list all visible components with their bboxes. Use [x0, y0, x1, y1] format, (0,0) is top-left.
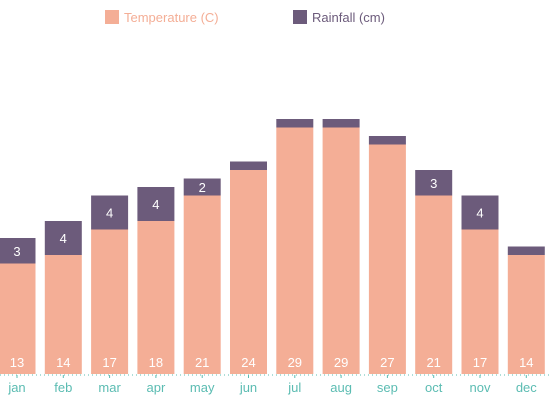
x-tick-label-mar: mar — [98, 380, 121, 395]
data-label-temperature-sep: 27 — [380, 355, 394, 370]
x-tick-label-jun: jun — [239, 380, 257, 395]
x-tick-label-jul: jul — [287, 380, 301, 395]
data-label-rainfall-feb: 4 — [60, 231, 67, 246]
x-tick-label-feb: feb — [54, 380, 72, 395]
bar-temperature-jan — [0, 263, 36, 374]
bar-temperature-oct — [415, 195, 453, 374]
bar-rainfall-jan — [0, 238, 36, 264]
x-tick-label-dec: dec — [516, 380, 537, 395]
bar-temperature-jun — [230, 170, 267, 374]
data-label-rainfall-apr: 4 — [152, 197, 159, 212]
bar-temperature-feb — [44, 255, 82, 374]
x-tick-label-jan: jan — [7, 380, 25, 395]
bar-temperature-aug — [322, 127, 360, 374]
bar-rainfall-sep — [368, 136, 406, 145]
data-label-temperature-jul: 29 — [288, 355, 302, 370]
data-label-temperature-jan: 13 — [10, 355, 24, 370]
bar-temperature-dec — [507, 255, 545, 374]
bar-temperature-may — [183, 195, 221, 374]
data-label-temperature-oct: 21 — [426, 355, 440, 370]
x-tick-label-may: may — [190, 380, 215, 395]
x-tick-label-sep: sep — [377, 380, 398, 395]
bar-rainfall-jul — [276, 119, 314, 128]
bar-rainfall-jun — [230, 161, 267, 170]
data-label-rainfall-nov: 4 — [476, 206, 483, 221]
legend-label-temperature: Temperature (C) — [124, 9, 219, 25]
legend-swatch-rainfall — [293, 10, 307, 24]
data-label-rainfall-mar: 4 — [106, 206, 113, 221]
bar-rainfall-oct — [415, 170, 453, 196]
bar-temperature-nov — [461, 229, 499, 374]
bar-temperature-mar — [91, 229, 129, 374]
x-tick-label-apr: apr — [147, 380, 166, 395]
data-label-temperature-feb: 14 — [56, 355, 70, 370]
x-tick-label-nov: nov — [470, 380, 491, 395]
x-tick-label-aug: aug — [330, 380, 352, 395]
bar-rainfall-apr — [137, 187, 175, 221]
bar-rainfall-mar — [91, 195, 129, 230]
bar-temperature-apr — [137, 221, 175, 374]
bar-rainfall-feb — [44, 221, 82, 255]
bar-rainfall-may — [183, 178, 221, 196]
x-tick-label-oct: oct — [425, 380, 443, 395]
data-label-temperature-mar: 17 — [102, 355, 116, 370]
data-label-temperature-aug: 29 — [334, 355, 348, 370]
bar-temperature-sep — [368, 144, 406, 374]
data-label-temperature-jun: 24 — [241, 355, 255, 370]
data-label-temperature-dec: 14 — [519, 355, 533, 370]
legend-swatch-temperature — [105, 10, 119, 24]
data-label-temperature-nov: 17 — [473, 355, 487, 370]
data-label-rainfall-jan: 3 — [13, 244, 20, 259]
data-label-temperature-may: 21 — [195, 355, 209, 370]
bar-rainfall-dec — [507, 246, 545, 255]
bar-rainfall-aug — [322, 119, 360, 128]
bar-temperature-jul — [276, 127, 314, 374]
data-label-temperature-apr: 18 — [149, 355, 163, 370]
legend-rainfall: Rainfall (cm) — [293, 8, 385, 26]
legend-temperature: Temperature (C) — [105, 8, 219, 26]
legend-label-rainfall: Rainfall (cm) — [312, 9, 385, 25]
data-label-rainfall-may: 2 — [199, 180, 206, 195]
data-label-rainfall-oct: 3 — [430, 176, 437, 191]
bar-rainfall-nov — [461, 195, 499, 230]
